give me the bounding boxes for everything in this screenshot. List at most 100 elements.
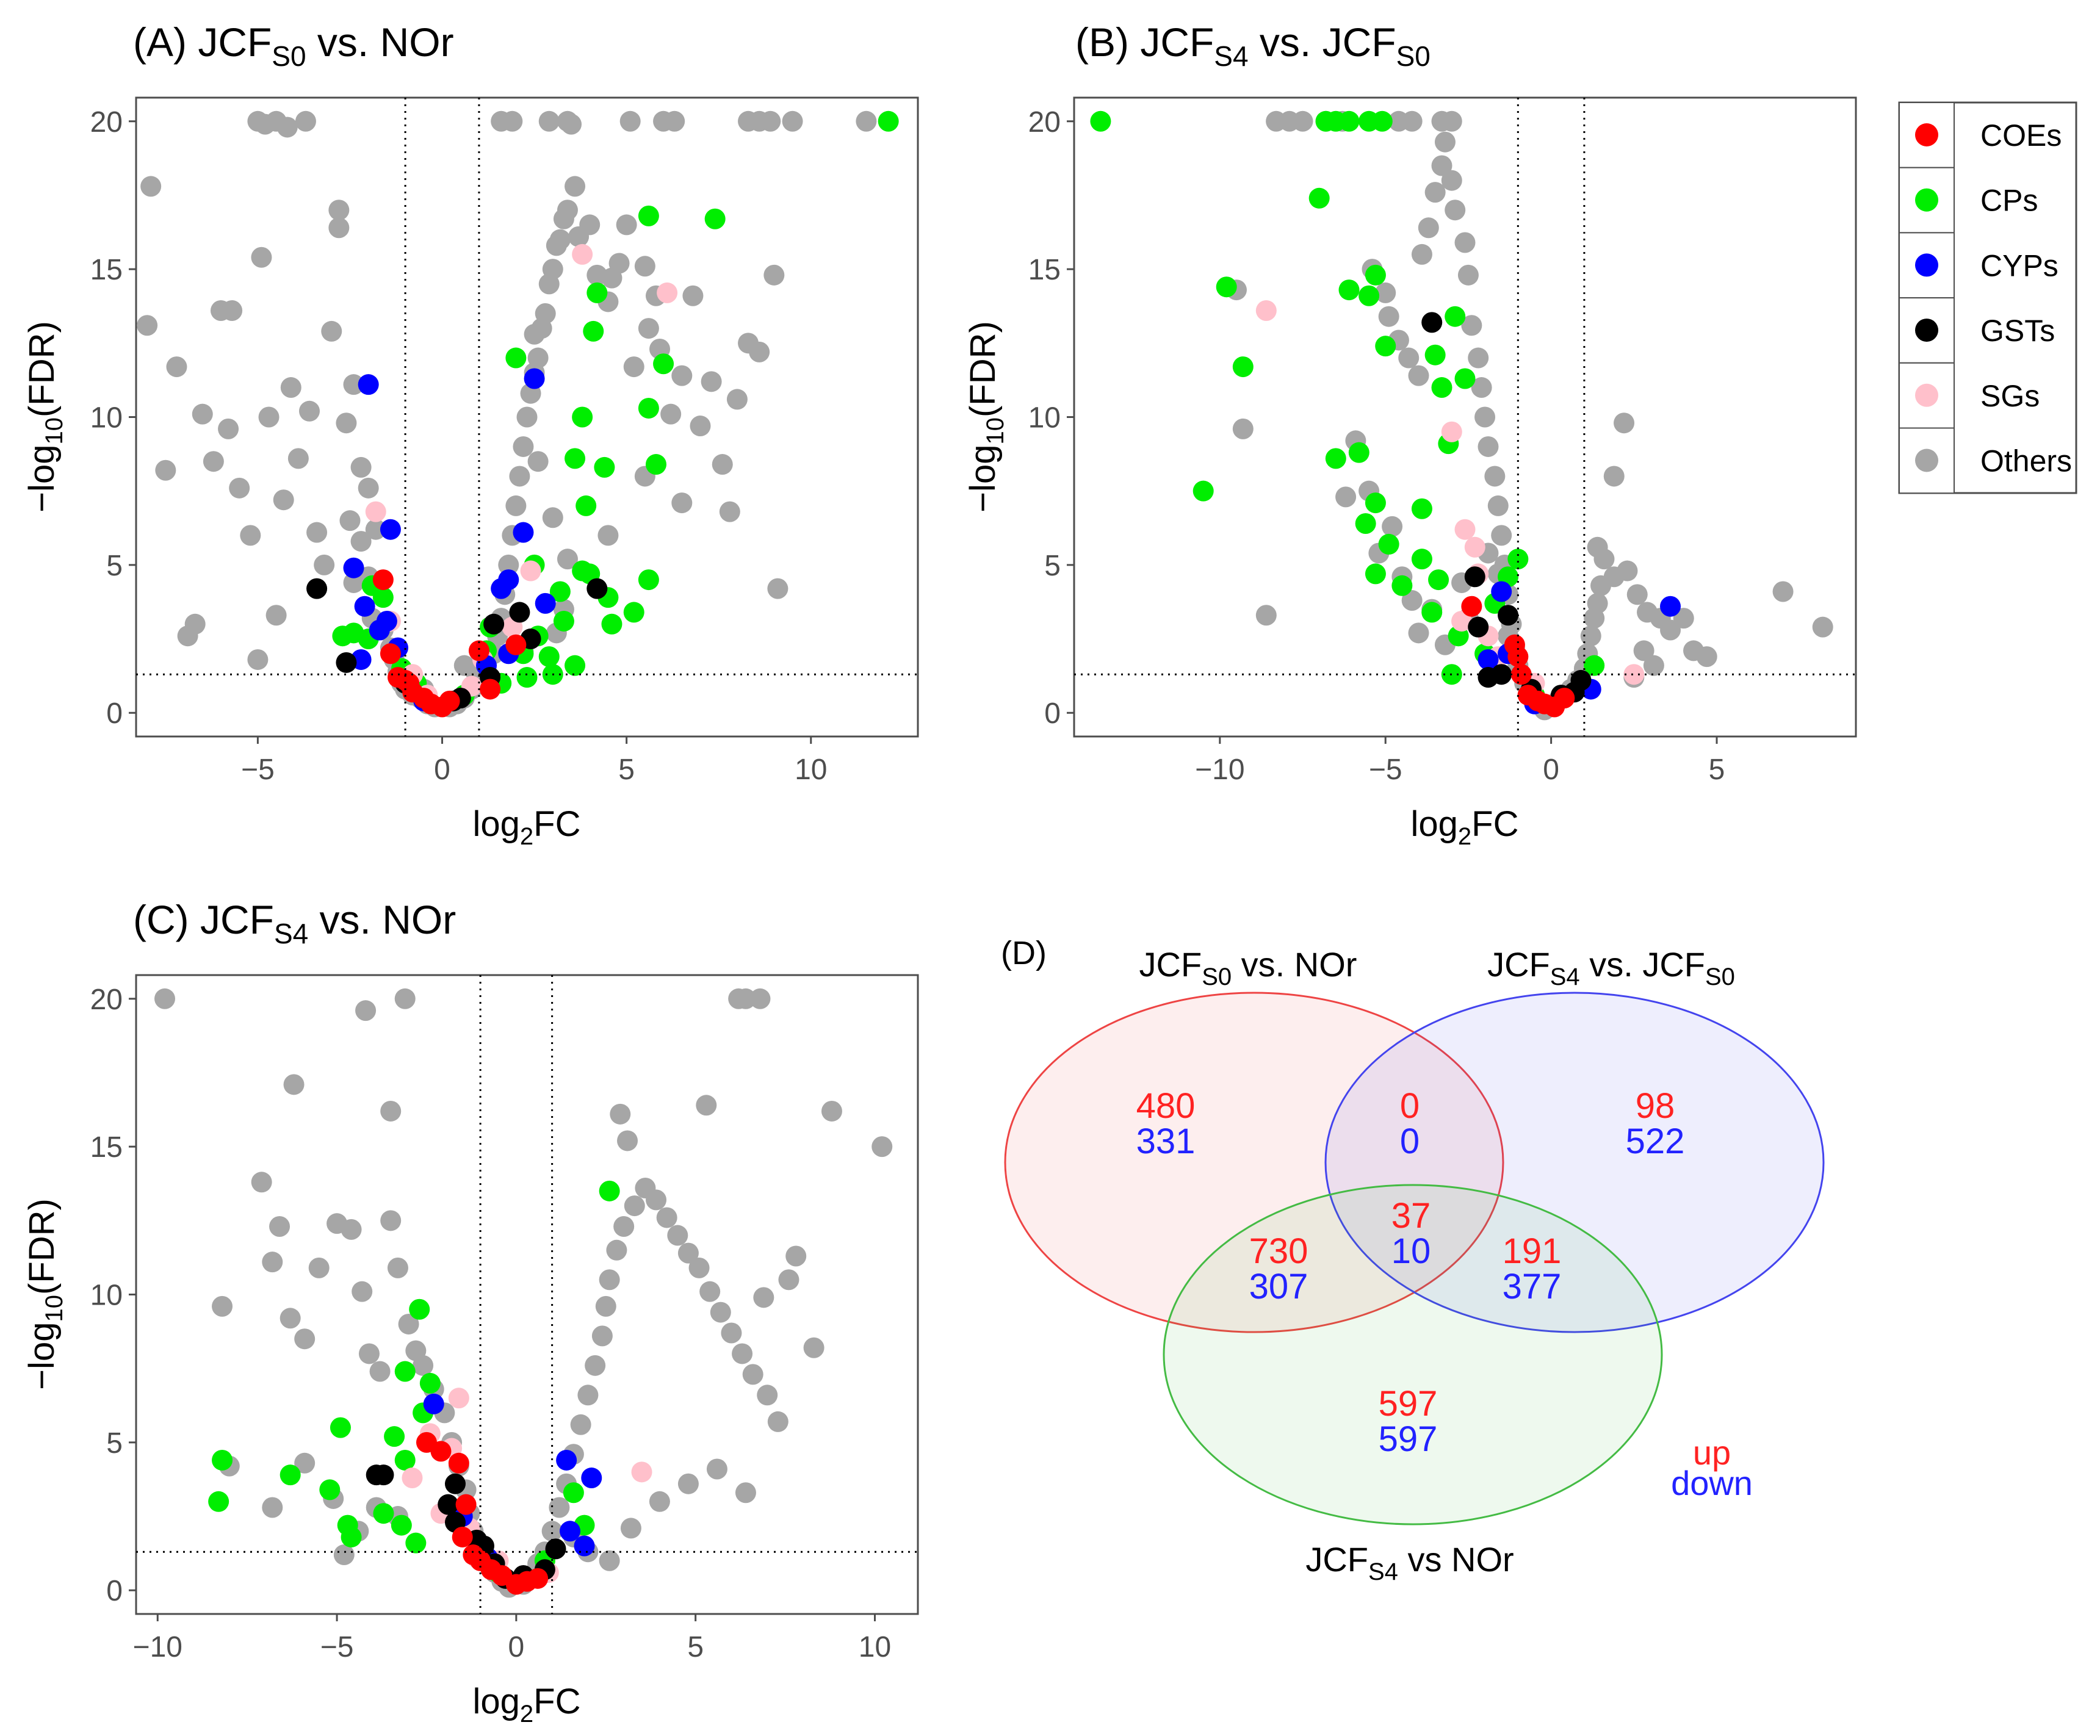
panel-c-point-cyps [560,1521,581,1542]
panel-a-point-others [203,451,224,472]
panel-b-axes: −10 −5 0 5 0 5 10 15 20 [1028,106,1725,786]
panel-a-point-sgs [572,243,593,265]
panel-b-point-sgs [1441,421,1462,442]
panel-a-point-others [273,489,294,511]
panel-c-point-others [380,1210,402,1231]
panel-b-point-others [1484,466,1506,487]
panel-c-point-others [646,1189,667,1211]
panel-c-point-gsts [373,1464,394,1486]
panel-a-point-others [638,318,659,339]
panel-a-point-others [634,256,655,277]
panel-c-point-others [732,1343,753,1364]
panel-a-point-cps [583,320,604,342]
panel-a-point-others [690,416,711,437]
panel-a-point-others [140,176,162,197]
panel-b-point-others [1617,560,1638,582]
panel-a-point-cyps [524,368,545,389]
panel-b-point-cps [1355,513,1376,534]
panel-a-point-others [608,253,630,274]
panel-c-point-others [706,1458,727,1480]
panel-b-point-sgs [1464,536,1485,558]
panel-a-point-others [549,229,571,250]
panel-a-title: (A) JCFS0 vs. NOr [133,20,454,72]
panel-c-point-cps [394,1449,416,1471]
panel-c-point-others [749,988,771,1009]
panel-c-title: (C) JCFS4 vs. NOr [133,897,456,949]
panel-b-point-cps [1421,602,1443,623]
panel-c-point-others [735,1482,756,1504]
venn-only2-up: 98 [1636,1086,1675,1126]
panel-b-point-gsts [1570,669,1592,691]
panel-b-point-cps [1507,549,1529,570]
panel-a-point-others [184,613,206,635]
venn-only1-up: 480 [1136,1086,1196,1126]
venn-key-up: up [1693,1433,1731,1472]
panel-b-point-others [1232,418,1254,439]
panel-a-point-others [505,495,527,516]
venn-set12-down: 0 [1400,1122,1420,1161]
panel-c-axes: −10 −5 0 5 10 0 5 10 15 20 [90,984,892,1663]
panel-a-point-others [767,578,788,599]
panel-a-point-cps [594,456,615,478]
panel-a-point-cps [878,110,899,132]
panel-a-point-others [328,217,350,239]
panel-a-point-cps [516,667,538,688]
panel-c-xtick-label: 5 [687,1631,704,1663]
panel-b-point-others [1614,412,1635,434]
panel-b-point-others [1626,584,1648,605]
panel-b-point-others [1424,182,1446,203]
panel-c-point-others [294,1328,316,1350]
panel-c-point-others [606,1239,627,1261]
legend-label-sgs: SGs [1980,379,2040,413]
panel-c-ytick-label: 20 [90,984,123,1016]
panel-a-point-cyps [513,522,534,543]
panel-b-point-cps [1365,563,1386,585]
legend-swatch-cps [1915,188,1938,212]
panel-a-point-others [527,347,549,369]
panel-b-point-others [1408,365,1429,386]
panel-a-point-sgs [520,560,541,582]
panel-a-point-cps [505,347,527,369]
panel-a-point-gsts [509,602,530,623]
panel-a-point-others [358,477,379,499]
panel-a-ytick-label: 5 [106,550,123,582]
panel-a-point-others [701,371,722,392]
panel-b-xtick-label: −10 [1195,754,1244,786]
panel-a-point-cyps [498,569,519,591]
panel-a-point-others [314,554,335,575]
panel-a-point-gsts [483,613,505,635]
panel-a-point-cps [638,205,659,226]
panel-a-point-cps [572,406,593,428]
panel-a-point-others [671,492,693,514]
panel-b-point-others [1468,347,1489,369]
panel-b-point-others [1418,217,1439,239]
panel-a-point-others [155,459,176,481]
panel-a-point-others [280,377,301,398]
venn-set1-title: JCFS0 vs. NOr [1139,945,1357,990]
panel-b-point-coes [1554,687,1575,708]
panel-c-point-others [696,1095,717,1116]
panel-c-point-others [541,1521,563,1542]
legend-label-coes: COEs [1980,118,2062,153]
panel-b-xtick-label: −5 [1369,754,1402,786]
venn-only3-down: 597 [1379,1419,1438,1459]
panel-c-ytick-label: 10 [90,1280,123,1312]
panel-c-point-others [333,1544,355,1566]
panel-c-point-cyps [581,1468,602,1489]
panel-b-point-others [1812,616,1833,638]
panel-b-xtick-label: 0 [1543,754,1559,786]
panel-d-venn: (D) JCFS0 vs. NOr JCFS4 vs. JCFS0 JCFS4 … [1001,935,1825,1585]
panel-b-point-others [1401,110,1423,132]
panel-b-point-sgs [1623,664,1645,685]
panel-a-point-cps [553,610,574,632]
panel-a-point-others [298,400,320,422]
panel-c-point-others [262,1497,283,1518]
panel-c-point-others [352,1281,373,1302]
panel-a-ytick-label: 15 [90,254,123,286]
panel-a-point-others [856,110,877,132]
panel-c-point-others [577,1385,599,1406]
panel-b-point-others [1696,646,1717,668]
panel-b-point-cps [1371,110,1393,132]
panel-a-point-others [763,264,785,286]
panel-a-xtick-label: 10 [795,754,827,786]
